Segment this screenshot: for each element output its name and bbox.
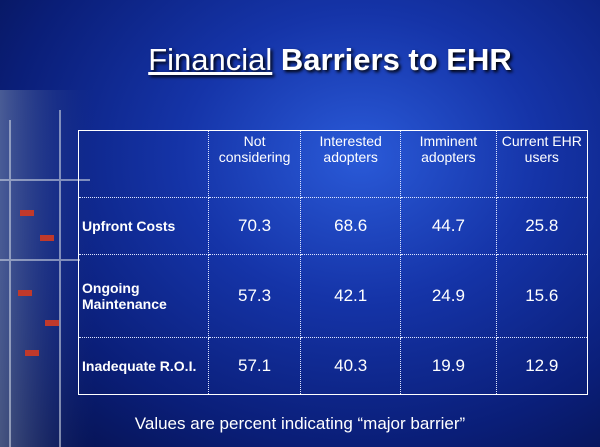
cell: 68.6: [300, 197, 402, 255]
column-header: Interested adopters: [300, 130, 402, 198]
table-row: Ongoing Maintenance 57.3 42.1 24.9 15.6: [78, 253, 589, 339]
cell: 25.8: [495, 197, 589, 255]
column-header: Imminent adopters: [400, 130, 497, 198]
cell: 44.7: [400, 197, 497, 255]
cell: 24.9: [400, 253, 497, 339]
table-row: Inadequate R.O.I. 57.1 40.3 19.9 12.9: [78, 337, 589, 395]
column-header: Current EHR users: [495, 130, 589, 198]
row-label: Inadequate R.O.I.: [78, 337, 209, 395]
row-label: Upfront Costs: [78, 197, 209, 255]
row-label: Ongoing Maintenance: [78, 253, 209, 339]
header-row: Not considering Interested adopters Immine…: [78, 130, 589, 198]
cell: 57.1: [207, 337, 302, 395]
table-row: Upfront Costs 70.3 68.6 44.7 25.8: [78, 197, 589, 255]
corner-cell: [78, 130, 209, 198]
data-table: Not considering Interested adopters Immine…: [78, 130, 589, 395]
cell: 12.9: [495, 337, 589, 395]
cell: 40.3: [300, 337, 402, 395]
cell: 70.3: [207, 197, 302, 255]
title-part: Barriers to EHR: [280, 42, 512, 77]
column-header: Not considering: [207, 130, 302, 198]
title-part: Financial: [148, 42, 273, 77]
slide-title: Financial Barriers to EHR: [70, 42, 590, 78]
cell: 42.1: [300, 253, 402, 339]
cell: 57.3: [207, 253, 302, 339]
cell: 15.6: [495, 253, 589, 339]
cell: 19.9: [400, 337, 497, 395]
footnote: Values are percent indicating “major bar…: [134, 414, 466, 433]
